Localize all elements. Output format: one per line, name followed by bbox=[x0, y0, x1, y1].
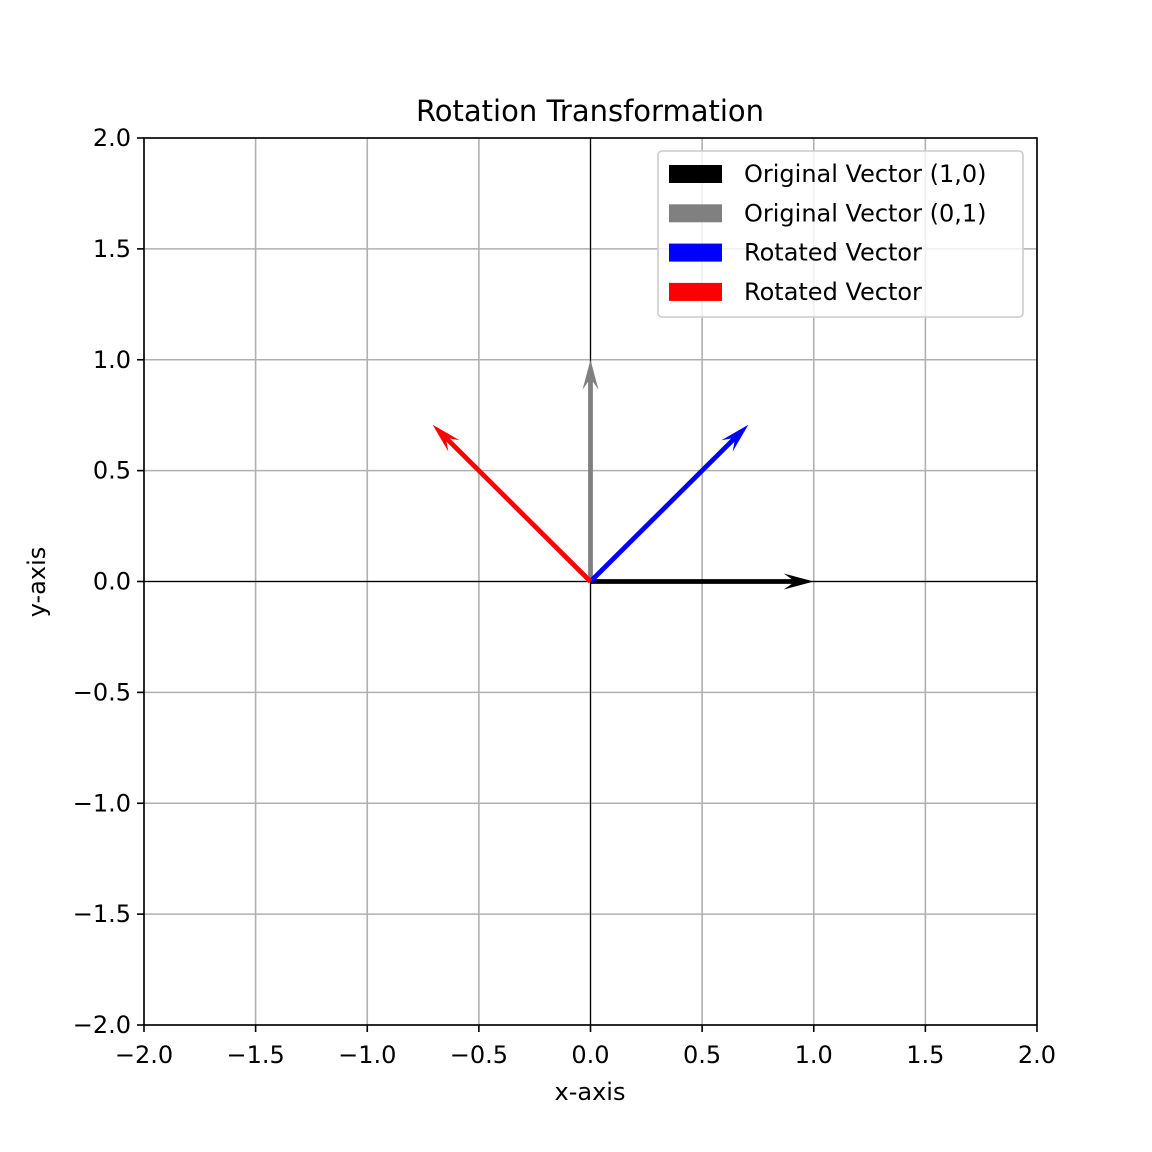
x-tick-label: 1.5 bbox=[906, 1041, 944, 1069]
x-tick-label: 0.0 bbox=[571, 1041, 609, 1069]
vector-arrow-4 bbox=[432, 424, 593, 584]
x-tick-label: 1.0 bbox=[795, 1041, 833, 1069]
legend-label-3: Rotated Vector bbox=[744, 239, 922, 267]
x-tick-label: −1.5 bbox=[226, 1041, 284, 1069]
legend-label-4: Rotated Vector bbox=[744, 278, 922, 306]
y-tick-label: 0.0 bbox=[93, 568, 131, 596]
y-tick-label: −2.0 bbox=[73, 1011, 131, 1039]
vectors bbox=[432, 359, 814, 590]
y-tick-label: 0.5 bbox=[93, 457, 131, 485]
legend-label-2: Original Vector (0,1) bbox=[744, 199, 987, 227]
legend-swatch-3 bbox=[669, 243, 722, 262]
legend-swatch-1 bbox=[669, 165, 722, 183]
y-tick-label: −1.0 bbox=[73, 789, 131, 817]
x-tick-label: 0.5 bbox=[683, 1041, 721, 1069]
legend-swatch-2 bbox=[669, 204, 722, 223]
ticks: −2.0 −1.5 −1.0 −0.5 0.0 0.5 1.0 1.5 2.0 −2.0 −1.5 −… bbox=[73, 124, 1056, 1069]
y-axis-label: y-axis bbox=[23, 547, 51, 618]
legend: Original Vector (1,0) Original Vector (0,… bbox=[657, 150, 1024, 318]
x-tick-label: 2.0 bbox=[1018, 1041, 1056, 1069]
legend-box bbox=[657, 150, 1024, 318]
x-tick-label: −2.0 bbox=[115, 1041, 173, 1069]
y-tick-label: 1.0 bbox=[93, 346, 131, 374]
vector-arrow-1 bbox=[590, 573, 814, 590]
x-tick-label: −1.0 bbox=[338, 1041, 396, 1069]
y-tick-label: 1.5 bbox=[93, 235, 131, 263]
x-tick-label: −0.5 bbox=[450, 1041, 508, 1069]
x-axis-label: x-axis bbox=[555, 1078, 626, 1106]
y-tick-label: −1.5 bbox=[73, 900, 131, 928]
chart-title: Rotation Transformation bbox=[416, 94, 764, 128]
legend-swatch-4 bbox=[669, 282, 722, 301]
vector-arrow-2 bbox=[582, 359, 599, 582]
vector-arrow-3 bbox=[588, 424, 749, 584]
y-tick-label: 2.0 bbox=[93, 124, 131, 152]
legend-label-1: Original Vector (1,0) bbox=[744, 160, 987, 188]
y-tick-label: −0.5 bbox=[73, 678, 131, 706]
